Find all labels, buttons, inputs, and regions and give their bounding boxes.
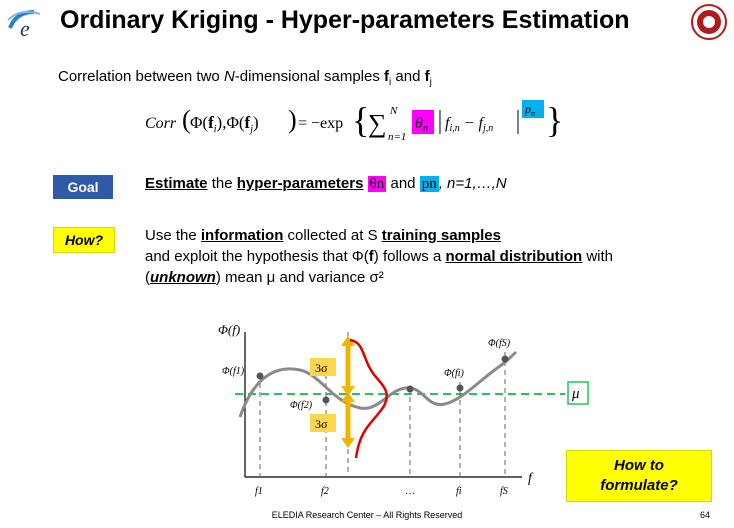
svg-text:n=1: n=1 [388,131,406,143]
svg-text:}: } [546,100,563,140]
how-to-formulate-box: How to formulate? [566,450,712,502]
university-seal-icon [691,4,727,40]
svg-text:): ) [288,105,297,134]
svg-text:Φ(f2): Φ(f2) [290,400,313,411]
mu-label-box [567,381,589,405]
eledia-logo-icon: e [7,10,41,40]
theta-highlight: θn [367,176,387,192]
svg-text:Φ(fS): Φ(fS) [488,338,511,349]
x-axis-label: f [528,471,534,486]
svg-text:(: ( [182,105,191,134]
svg-text:fi: fi [456,486,462,497]
sigma-top-box [310,358,336,376]
p-highlight: pn [419,176,439,192]
mu-label: μ [571,386,580,402]
svg-text:e: e [20,16,30,40]
footer-text: ELEDIA Research Center – All Rights Rese… [271,510,463,520]
sigma-top-label: 3σ [315,361,328,375]
svg-text:f1: f1 [255,486,263,497]
correlation-formula: Corr ( Φ(fi),Φ(fj) ) = −exp { ∑ N n=1 θn… [145,100,563,143]
sample-point-5 [501,355,509,363]
svg-text:fi,n − fj,n: fi,n − fj,n [445,115,493,134]
goal-text: Estimate the hyper-parameters θn and pn,… [145,175,507,192]
svg-text:N: N [389,105,398,117]
page-number: 64 [700,510,711,520]
how-badge: How? [53,227,115,253]
sample-point-4 [456,384,464,392]
sample-point-1 [256,372,264,380]
sigma-bottom-box [310,414,336,432]
svg-text:= −exp: = −exp [298,115,343,132]
goal-badge: Goal [53,175,113,199]
sigma-bottom-label: 3σ [315,417,328,431]
gaussian-curve [349,338,388,459]
y-axis-label: Φ(f) [218,322,240,337]
sample-point-3 [406,385,414,393]
process-curve [238,350,518,418]
svg-text:Φ(fi),Φ(fj): Φ(fi),Φ(fj) [190,113,259,135]
svg-text:Φ(fi): Φ(fi) [444,368,464,379]
intro-text: Correlation between two N-dimensional sa… [58,68,432,88]
how-text: Use the information collected at S train… [145,227,613,286]
svg-text:{: { [352,100,369,140]
svg-text:f2: f2 [321,486,329,497]
kriging-diagram: Φ(f) f μ Φ(f1) Φ(f2) Φ(fi) Φ(fS) 3σ 3σ f… [218,322,589,497]
svg-text:Φ(f1): Φ(f1) [222,366,245,377]
svg-text:fS: fS [500,486,508,497]
svg-text:∑: ∑ [368,109,387,138]
sample-point-2 [322,396,330,404]
slide-title: Ordinary Kriging - Hyper-parameters Esti… [60,6,630,34]
svg-text:pn: pn [524,102,535,118]
svg-text:Corr: Corr [145,115,177,132]
svg-text:…: … [405,486,415,497]
